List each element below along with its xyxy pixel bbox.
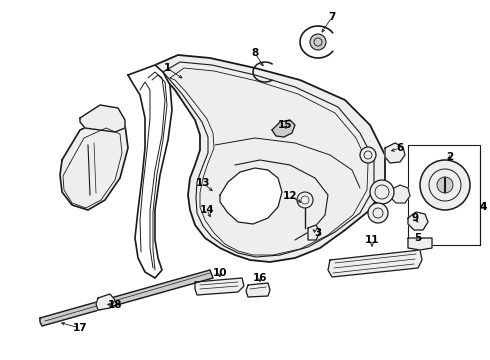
Bar	[408, 145, 480, 245]
Polygon shape	[195, 278, 244, 295]
Circle shape	[297, 192, 313, 208]
Polygon shape	[60, 118, 128, 210]
Circle shape	[310, 34, 326, 50]
Text: 1: 1	[163, 63, 171, 73]
Polygon shape	[408, 212, 428, 230]
Text: 7: 7	[328, 12, 336, 22]
Polygon shape	[385, 143, 405, 163]
Text: 14: 14	[200, 205, 214, 215]
Polygon shape	[155, 55, 385, 262]
Polygon shape	[272, 120, 295, 137]
Circle shape	[368, 203, 388, 223]
Text: 17: 17	[73, 323, 87, 333]
Polygon shape	[328, 250, 422, 277]
Text: 5: 5	[415, 233, 421, 243]
Text: 18: 18	[108, 300, 122, 310]
Text: 2: 2	[446, 152, 454, 162]
Polygon shape	[308, 225, 320, 240]
Text: 3: 3	[315, 228, 321, 238]
Polygon shape	[80, 105, 125, 132]
Text: 10: 10	[213, 268, 227, 278]
Circle shape	[360, 147, 376, 163]
Polygon shape	[128, 65, 172, 278]
Text: 8: 8	[251, 48, 259, 58]
Polygon shape	[390, 185, 410, 203]
Text: 16: 16	[253, 273, 267, 283]
Polygon shape	[220, 168, 282, 224]
Text: 6: 6	[396, 143, 404, 153]
Circle shape	[437, 177, 453, 193]
Text: 15: 15	[278, 120, 292, 130]
Polygon shape	[40, 270, 213, 326]
Text: 13: 13	[196, 178, 210, 188]
Polygon shape	[246, 283, 270, 297]
Text: 12: 12	[283, 191, 297, 201]
Polygon shape	[408, 238, 432, 250]
Circle shape	[370, 180, 394, 204]
Text: 4: 4	[479, 202, 487, 212]
Polygon shape	[96, 294, 115, 310]
Text: 4: 4	[479, 202, 487, 212]
Text: 9: 9	[412, 213, 418, 223]
Circle shape	[420, 160, 470, 210]
Text: 11: 11	[365, 235, 379, 245]
